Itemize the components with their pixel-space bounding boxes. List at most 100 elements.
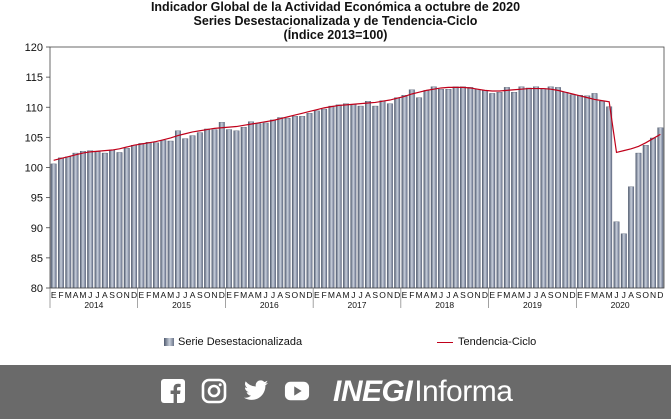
- brand-informa: Informa: [414, 375, 513, 408]
- x-month-label: N: [299, 290, 305, 300]
- legend-bar-swatch: [164, 338, 174, 346]
- bar: [94, 151, 101, 289]
- x-month-label: A: [511, 290, 517, 300]
- x-month-label: A: [541, 290, 547, 300]
- bar: [481, 90, 488, 289]
- bar: [386, 103, 393, 289]
- x-month-label: A: [190, 290, 196, 300]
- x-year-label: 2020: [611, 300, 630, 310]
- bar: [87, 150, 94, 289]
- bar: [518, 86, 525, 289]
- bar: [240, 126, 247, 289]
- x-month-label: D: [482, 290, 488, 300]
- x-month-label: M: [606, 290, 613, 300]
- bar: [343, 103, 349, 289]
- legend-label-seasonally-adjusted: Serie Desestacionalizada: [178, 336, 303, 348]
- bar: [189, 135, 196, 289]
- bar: [145, 142, 152, 289]
- x-month-label: M: [167, 290, 174, 300]
- facebook-icon[interactable]: [160, 378, 186, 404]
- x-month-label: O: [467, 290, 474, 300]
- trend-line-layer: [53, 86, 661, 161]
- bar: [153, 142, 159, 289]
- x-month-label: J: [527, 290, 531, 300]
- bar: [379, 100, 386, 289]
- x-month-label: J: [359, 290, 363, 300]
- x-month-label: F: [234, 290, 239, 300]
- x-month-label: A: [365, 290, 371, 300]
- bar: [569, 94, 576, 289]
- bar: [284, 117, 291, 289]
- x-month-label: F: [585, 290, 590, 300]
- y-tick-label: 110: [25, 102, 43, 114]
- axes-layer: [46, 46, 665, 308]
- bar: [50, 163, 57, 289]
- x-month-label: S: [285, 290, 291, 300]
- x-month-label: F: [322, 290, 327, 300]
- y-tick-label: 105: [25, 132, 43, 144]
- x-month-label: J: [622, 290, 626, 300]
- bar: [270, 119, 276, 289]
- chart-subtitle-index: (Índice 2013=100): [283, 28, 388, 42]
- x-month-label: N: [475, 290, 481, 300]
- bar: [474, 89, 481, 289]
- x-month-label: S: [109, 290, 115, 300]
- bar: [131, 145, 137, 289]
- x-month-label: D: [306, 290, 312, 300]
- x-month-label: O: [116, 290, 123, 300]
- x-month-label: E: [314, 290, 320, 300]
- inegi-footer: INEGI Informa: [0, 365, 671, 419]
- bar: [262, 122, 269, 289]
- youtube-icon[interactable]: [284, 378, 310, 404]
- x-month-label: O: [642, 290, 649, 300]
- chart-subtitle: Series Desestacionalizada y de Tendencia…: [193, 14, 478, 28]
- bar: [591, 93, 598, 289]
- bar: [613, 221, 620, 289]
- chart-titles: Indicador Global de la Actividad Económi…: [0, 0, 671, 42]
- bar: [72, 152, 79, 289]
- x-year-label: 2014: [84, 300, 103, 310]
- x-month-label: F: [497, 290, 502, 300]
- x-month-label: J: [271, 290, 275, 300]
- x-month-label: O: [379, 290, 386, 300]
- x-month-label: J: [264, 290, 268, 300]
- bar: [416, 97, 423, 289]
- bar: [635, 152, 642, 289]
- x-month-label: J: [446, 290, 450, 300]
- bar: [657, 127, 664, 289]
- brand-inegi: INEGI: [333, 375, 413, 408]
- twitter-icon[interactable]: [243, 378, 269, 404]
- bar: [101, 152, 108, 289]
- y-tick-label: 100: [25, 163, 43, 175]
- bar: [496, 92, 503, 289]
- x-month-label: A: [599, 290, 605, 300]
- bar: [555, 87, 561, 289]
- bar: [577, 95, 583, 289]
- bar: [335, 104, 342, 289]
- x-month-label: D: [131, 290, 137, 300]
- bar: [65, 156, 72, 289]
- bar: [196, 132, 203, 289]
- bar: [547, 86, 554, 289]
- y-tick-label: 90: [31, 223, 43, 235]
- x-month-label: M: [342, 290, 349, 300]
- x-month-label: M: [416, 290, 423, 300]
- bar: [503, 87, 510, 289]
- x-month-label: A: [160, 290, 166, 300]
- x-month-label: O: [204, 290, 211, 300]
- x-month-label: F: [409, 290, 414, 300]
- x-month-label: S: [548, 290, 554, 300]
- bar: [438, 89, 444, 289]
- bar: [138, 143, 145, 289]
- x-month-label: F: [146, 290, 151, 300]
- x-month-label: M: [65, 290, 72, 300]
- instagram-icon[interactable]: [201, 378, 227, 404]
- bar: [408, 89, 415, 289]
- bar: [277, 117, 284, 289]
- y-tick-label: 115: [25, 72, 43, 84]
- x-month-label: A: [102, 290, 108, 300]
- x-month-label: D: [219, 290, 225, 300]
- x-month-label: M: [152, 290, 159, 300]
